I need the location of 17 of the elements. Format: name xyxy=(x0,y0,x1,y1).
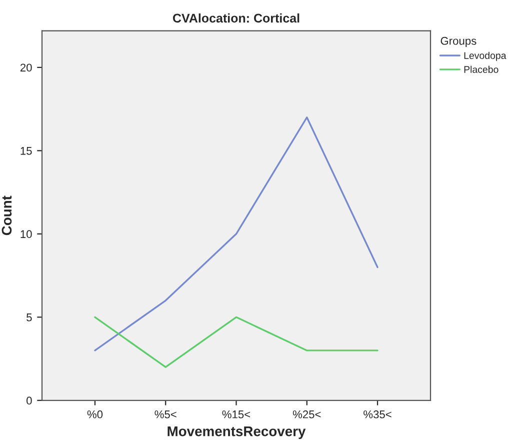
legend-title: Groups xyxy=(440,36,476,47)
legend-label: Levodopa xyxy=(464,52,506,61)
x-axis-title: MovementsRecovery xyxy=(168,426,306,439)
x-tick-label: %5< xyxy=(154,410,176,418)
x-tick-label: %15< xyxy=(222,410,250,418)
x-tick-label: %0 xyxy=(87,410,103,418)
x-tick-label: %35< xyxy=(364,410,392,418)
chart-title: CVAlocation: Cortical xyxy=(172,13,300,23)
y-tick-label: 20 xyxy=(20,64,32,72)
legend-label: Placebo xyxy=(464,66,498,73)
y-tick-label: 10 xyxy=(20,230,32,238)
x-tick-label: %25< xyxy=(292,410,321,418)
line-series xyxy=(94,116,378,352)
y-tick-label: 0 xyxy=(26,396,32,405)
y-tick-label: 5 xyxy=(26,314,32,322)
y-axis-title: Count xyxy=(2,196,12,236)
y-tick-label: 15 xyxy=(20,147,32,155)
